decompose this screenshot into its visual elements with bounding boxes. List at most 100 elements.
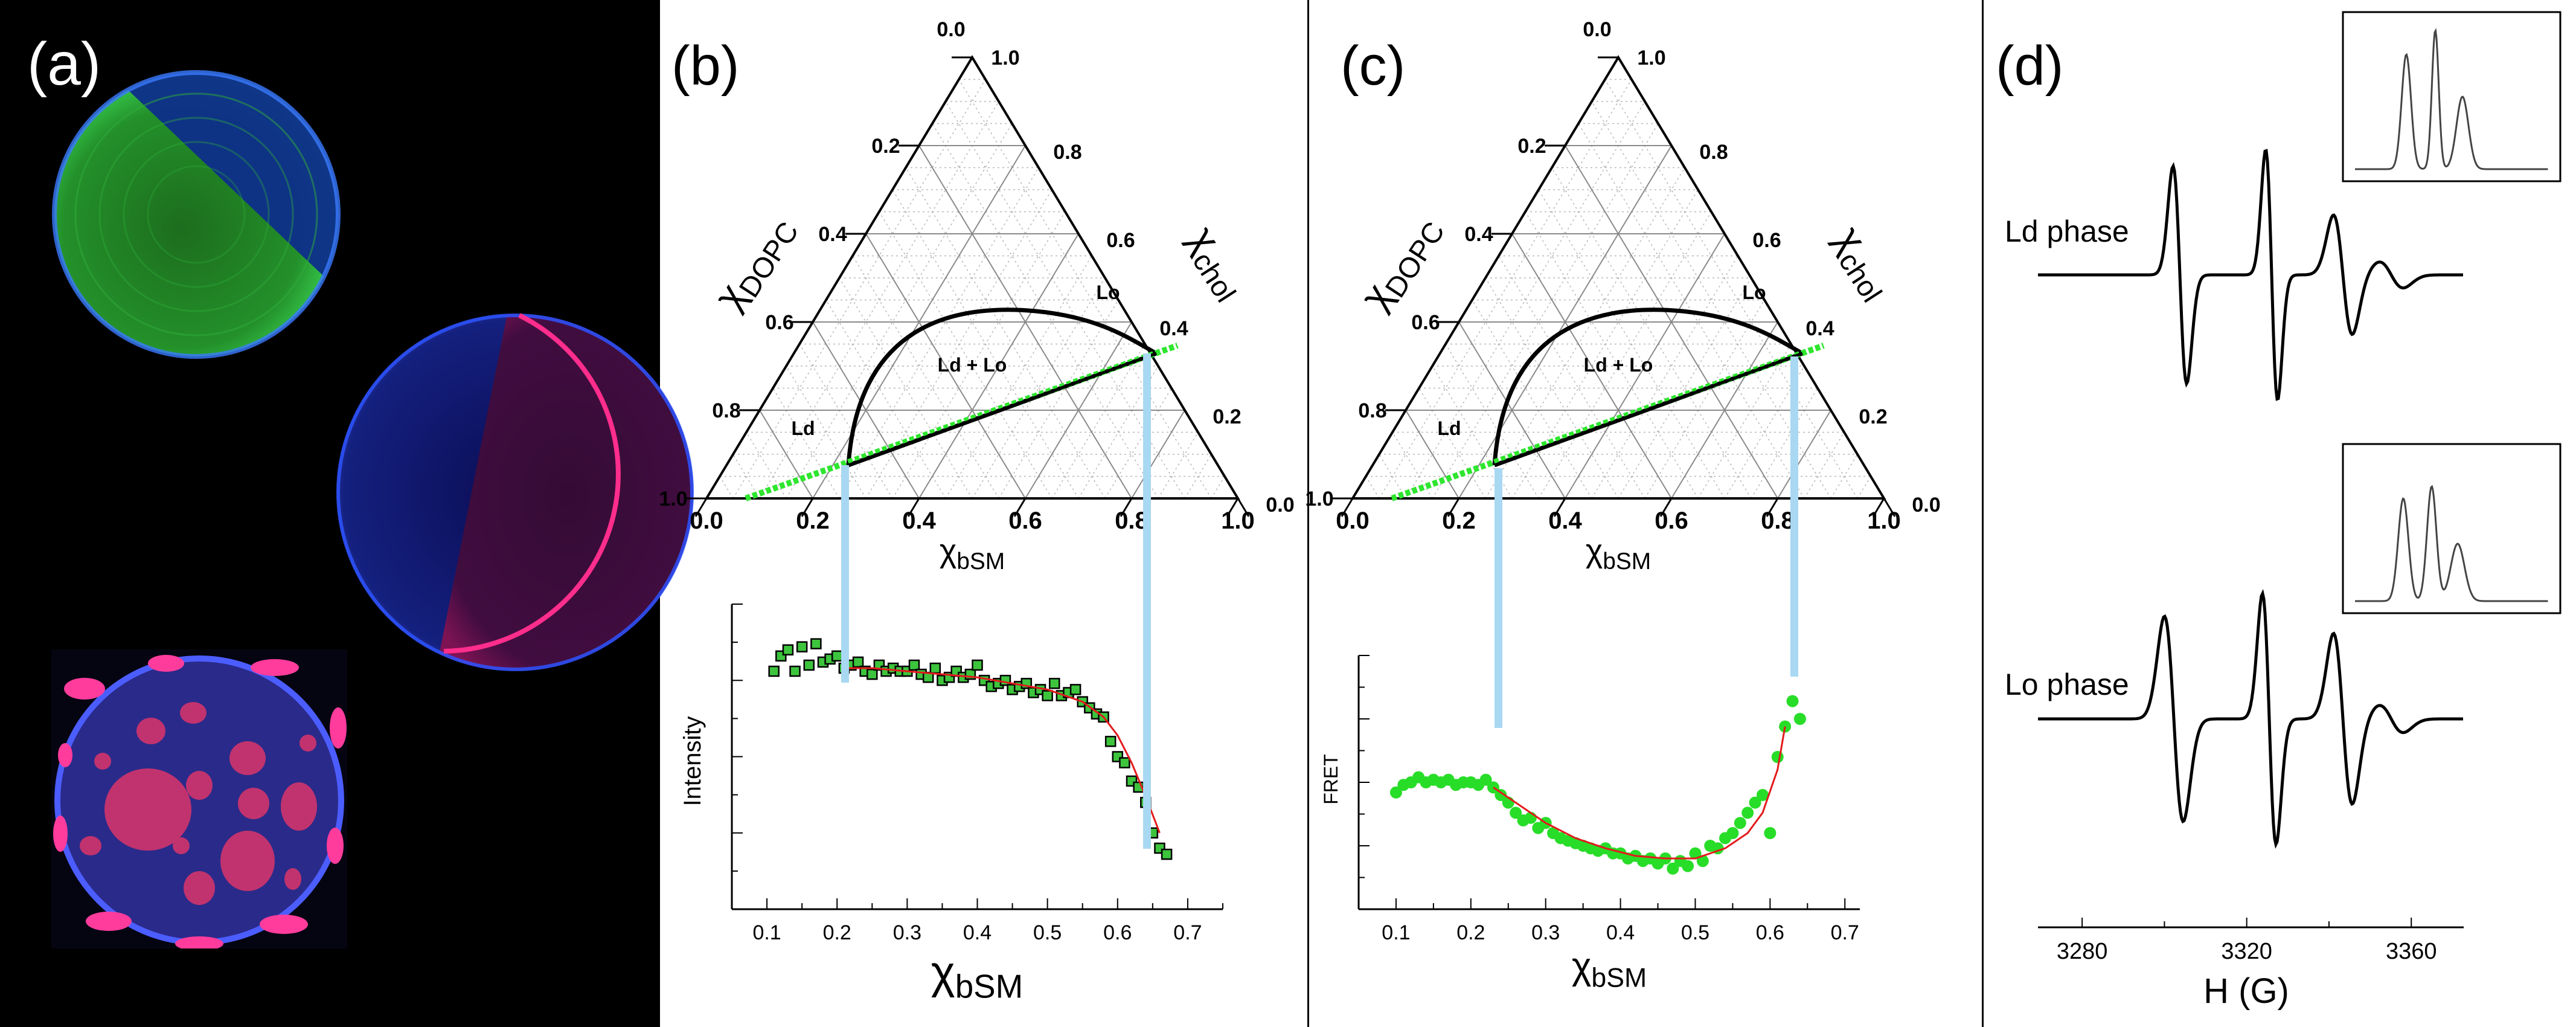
tick-label-bottom: 0.8 <box>1761 507 1795 534</box>
tick-label-right: 0.4 <box>1805 317 1834 340</box>
x-tick-label: 0.6 <box>1103 921 1132 944</box>
panel-a-label: (a) <box>27 30 101 98</box>
tick-bottom <box>907 498 920 517</box>
data-point <box>1682 860 1694 872</box>
ternary-outline <box>1350 55 1886 500</box>
axis-label-bsm: χbSM <box>940 533 1005 575</box>
grid-major-line <box>1458 321 1566 499</box>
region-label-lo: Lo <box>1742 282 1766 303</box>
tick-bottom <box>1766 498 1779 517</box>
grid-minor-line <box>786 365 867 499</box>
fit-line <box>1493 726 1786 860</box>
tick-right <box>1237 498 1250 517</box>
esr-x-label: H (G) <box>2203 971 2289 1011</box>
tick-label-right: 0.0 <box>1912 494 1940 517</box>
data-point <box>782 644 794 655</box>
grid-major-line <box>1671 321 1778 499</box>
grid-minor-line <box>1751 388 1818 499</box>
x-tick-label: 0.2 <box>1456 921 1485 944</box>
x-tick-label: 0.2 <box>823 921 851 944</box>
grid-minor-line <box>958 79 1212 499</box>
y-axis-label: Intensity <box>679 716 706 806</box>
phase-boundary <box>1492 307 1808 468</box>
tick-label-bottom: 0.8 <box>1115 507 1149 534</box>
tick-bottom <box>694 498 708 517</box>
ld-phase-label: Ld phase <box>2005 214 2129 248</box>
grid-minor-line <box>905 167 1106 499</box>
data-point <box>1689 847 1702 860</box>
region-label-ld: Ld <box>1437 417 1461 439</box>
tick-bottom <box>801 498 814 517</box>
region-label-ldlo: Ld + Lo <box>1584 354 1653 376</box>
tick-bottom <box>1341 498 1354 517</box>
data-point <box>908 659 920 671</box>
x-tick-label: 0.3 <box>1531 921 1560 944</box>
phase-boundary <box>846 307 1162 468</box>
grid-minor-line <box>945 256 1092 499</box>
tick-right <box>1883 498 1896 517</box>
grid-minor-line <box>1591 256 1738 499</box>
ternary-diagram-c: 0.01.00.20.40.60.81.00.80.60.40.20.00.0 0… <box>1305 18 1940 575</box>
grid-major-line <box>918 233 1079 499</box>
vesicle-domains <box>51 649 347 948</box>
data-point <box>803 659 815 671</box>
grid-minor-line <box>1857 476 1871 499</box>
data-point <box>1161 848 1173 860</box>
grid-major-line <box>1025 321 1132 499</box>
grid-minor-line <box>998 300 1119 499</box>
tick-label-left: 0.2 <box>871 135 900 158</box>
x-tick-label: 0.5 <box>1033 921 1062 944</box>
data-point <box>789 665 801 677</box>
tick-label-top: 0.0 <box>937 18 965 41</box>
grid-minor-line <box>1379 79 1632 499</box>
axis-label-dopc: χDOPC <box>705 205 805 321</box>
tick-label-left: 1.0 <box>1305 488 1333 510</box>
data-point <box>1510 806 1522 819</box>
tie-line-green <box>1391 343 1825 501</box>
tie-line-green <box>745 343 1179 501</box>
grid-minor-line <box>799 344 893 499</box>
grid-major-line <box>865 233 1026 499</box>
grid-minor-line <box>1804 432 1845 499</box>
tick-label-bottom: 0.2 <box>796 507 830 534</box>
tick-label-bottom: 0.0 <box>690 507 723 534</box>
tick-label-right: 0.2 <box>1213 405 1241 428</box>
divider-cd <box>1982 0 1984 1027</box>
grid-minor-line <box>1211 476 1225 499</box>
data-point <box>1119 757 1130 768</box>
data-point <box>1104 736 1117 747</box>
connector-right <box>1790 356 1798 677</box>
tick-label-top: 1.0 <box>1637 47 1665 69</box>
axis-label-chol: χchol <box>1174 218 1258 308</box>
grid-minor-line <box>719 476 734 499</box>
data-point <box>1049 678 1060 689</box>
grid-minor-line <box>1445 344 1539 499</box>
region-label-lo: Lo <box>1096 282 1120 303</box>
x-tick-label: 0.6 <box>1756 921 1784 944</box>
connector-right <box>1143 353 1151 849</box>
data-point <box>1389 786 1402 799</box>
grid-minor-line <box>1485 167 1685 499</box>
esr-tick-label: 3280 <box>2057 939 2108 964</box>
grid-minor-line <box>1184 454 1212 499</box>
grid-major-line <box>1131 410 1185 499</box>
tick-label-bottom: 0.4 <box>1548 507 1582 534</box>
grid-minor-line <box>1697 344 1792 499</box>
lo-spectrum <box>2038 588 2463 849</box>
x-tick-label: 0.5 <box>1681 921 1709 944</box>
data-point <box>810 638 822 649</box>
inset-lo-curve <box>2355 485 2548 602</box>
data-point <box>1749 796 1761 809</box>
tick-bottom <box>1120 498 1133 517</box>
tick-label-bottom: 1.0 <box>1221 507 1255 534</box>
grid-minor-line <box>1830 454 1858 499</box>
axis-label-dopc: χDOPC <box>1351 205 1451 321</box>
grid-minor-line <box>1498 256 1645 499</box>
data-point <box>999 675 1011 686</box>
tick-label-right: 0.8 <box>1053 141 1081 164</box>
tie-line-black <box>848 352 1157 467</box>
vesicle-blue-pink <box>336 313 694 671</box>
esr-tick-label: 3320 <box>2221 939 2272 964</box>
vesicle-green-blue <box>52 70 341 359</box>
